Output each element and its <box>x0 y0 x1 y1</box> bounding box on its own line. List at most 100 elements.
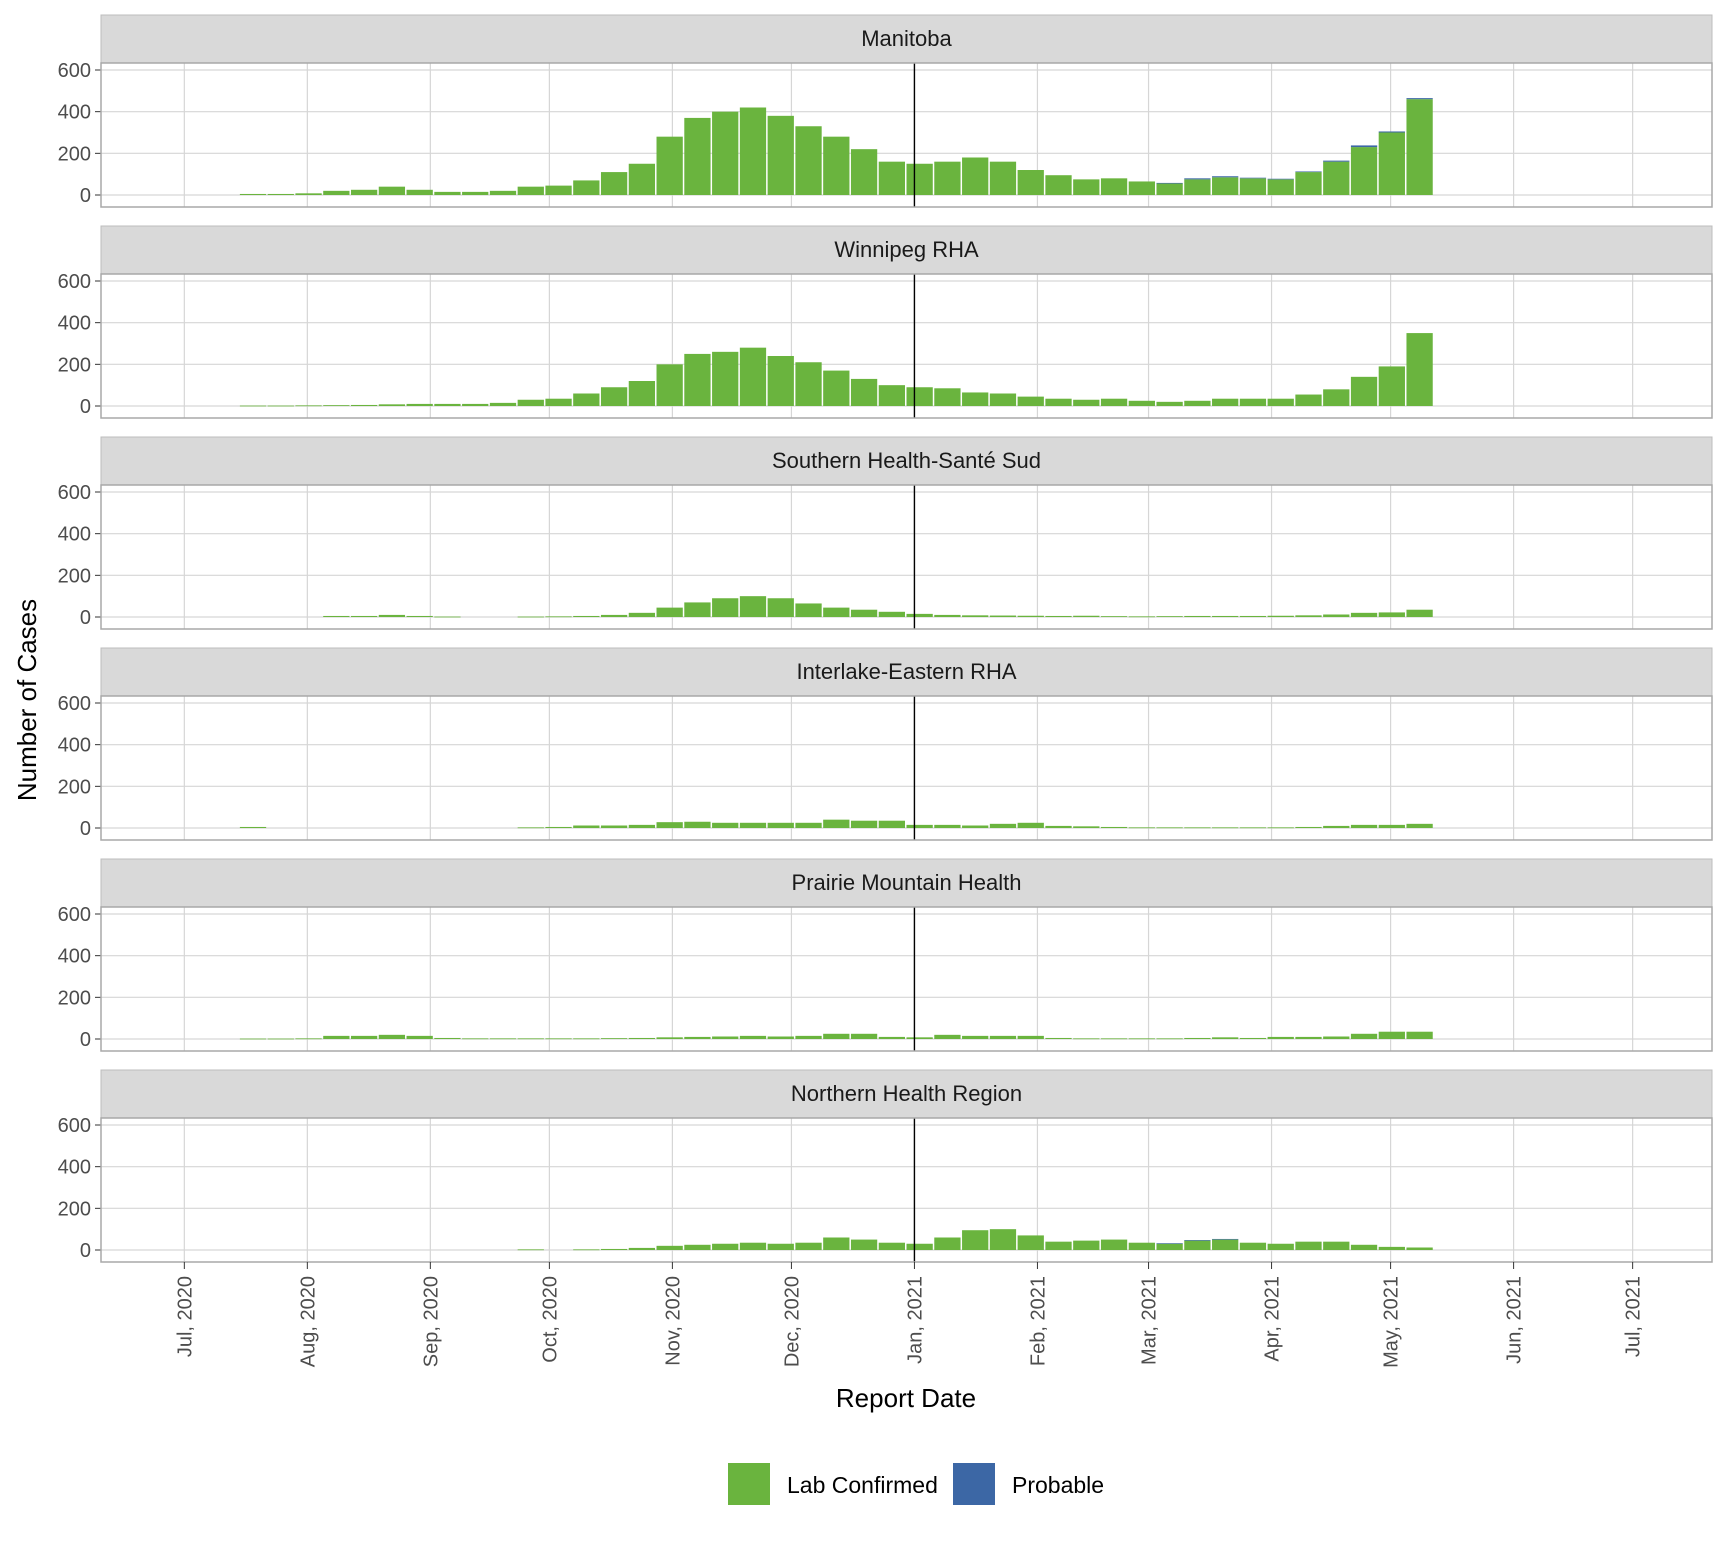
bar-lab-confirmed <box>823 819 850 828</box>
bar-lab-confirmed <box>1128 1242 1155 1250</box>
bar-lab-confirmed <box>600 387 628 406</box>
bar-lab-confirmed <box>878 385 905 406</box>
bar-lab-confirmed <box>1267 1243 1294 1250</box>
bar-lab-confirmed <box>1184 1240 1211 1250</box>
y-tick-label: 600 <box>58 60 91 82</box>
bar-lab-confirmed <box>350 189 378 195</box>
bar-lab-confirmed <box>350 404 378 406</box>
bar-lab-confirmed <box>1295 394 1322 406</box>
y-tick-label: 200 <box>58 1198 91 1220</box>
bar-lab-confirmed <box>1378 132 1405 195</box>
bar-lab-confirmed <box>906 163 933 195</box>
y-tick-label: 200 <box>58 776 91 798</box>
bar-probable <box>1267 178 1294 180</box>
bar-lab-confirmed <box>656 1037 683 1039</box>
bar-lab-confirmed <box>712 598 739 617</box>
bar-lab-confirmed <box>323 1035 350 1039</box>
bar-lab-confirmed <box>545 616 572 618</box>
bar-lab-confirmed <box>1017 615 1044 617</box>
bar-lab-confirmed <box>1378 1246 1405 1250</box>
y-tick-label: 0 <box>80 185 91 207</box>
y-tick-label: 600 <box>58 1115 91 1137</box>
bar-lab-confirmed <box>1073 615 1100 617</box>
bar-lab-confirmed <box>573 393 600 406</box>
bar-lab-confirmed <box>1295 826 1322 828</box>
bar-lab-confirmed <box>739 1242 767 1250</box>
bar-lab-confirmed <box>406 189 433 195</box>
y-tick-label: 600 <box>58 482 91 504</box>
legend-label-lab-confirmed: Lab Confirmed <box>787 1472 938 1498</box>
bar-lab-confirmed <box>1239 827 1267 829</box>
bar-lab-confirmed <box>767 115 794 195</box>
x-tick-label: Jun, 2021 <box>1504 1276 1526 1364</box>
bar-lab-confirmed <box>1267 179 1294 195</box>
bar-lab-confirmed <box>823 607 850 617</box>
bar-probable <box>1184 178 1211 180</box>
bar-lab-confirmed <box>1184 1037 1211 1039</box>
facet-strip-title: Manitoba <box>861 26 952 51</box>
bar-lab-confirmed <box>684 1244 711 1250</box>
bar-lab-confirmed <box>1323 389 1350 406</box>
y-tick-label: 400 <box>58 946 91 968</box>
bar-lab-confirmed <box>573 615 600 617</box>
bar-lab-confirmed <box>712 351 739 406</box>
bar-lab-confirmed <box>406 403 433 406</box>
bar-lab-confirmed <box>1017 1035 1044 1039</box>
bar-lab-confirmed <box>1323 1241 1350 1250</box>
facet-panel <box>101 907 1712 1051</box>
bar-lab-confirmed <box>739 596 767 617</box>
bar-lab-confirmed <box>1267 398 1294 406</box>
bar-lab-confirmed <box>934 614 961 617</box>
bar-lab-confirmed <box>573 1249 600 1251</box>
bar-lab-confirmed <box>684 353 711 406</box>
x-tick-label: Feb, 2021 <box>1027 1276 1049 1366</box>
bar-lab-confirmed <box>489 1038 517 1040</box>
bar-lab-confirmed <box>1239 1242 1267 1250</box>
facet-panel-border <box>100 906 1713 1052</box>
bar-lab-confirmed <box>1045 825 1072 828</box>
bar-lab-confirmed <box>378 186 406 195</box>
bar-lab-confirmed <box>1323 161 1350 195</box>
bar-lab-confirmed <box>1017 1235 1044 1250</box>
facet-manitoba: Manitoba 0 200 400 600 <box>58 14 1713 208</box>
facet-northern-health-region: Northern Health Region 0 200 400 600 <box>58 1069 1713 1263</box>
bar-probable <box>1239 177 1267 179</box>
bar-lab-confirmed <box>545 826 572 828</box>
bar-lab-confirmed <box>628 1247 656 1250</box>
y-tick-label: 0 <box>80 607 91 629</box>
bar-probable <box>1212 1238 1239 1240</box>
x-tick-label: Dec, 2020 <box>781 1276 803 1367</box>
bar-lab-confirmed <box>1295 172 1322 195</box>
bar-lab-confirmed <box>1128 1038 1155 1040</box>
bar-lab-confirmed <box>1212 398 1239 406</box>
facet-panel-border <box>100 62 1713 208</box>
bar-lab-confirmed <box>1406 823 1433 828</box>
bar-lab-confirmed <box>1045 1037 1072 1039</box>
bar-lab-confirmed <box>239 193 267 195</box>
bar-lab-confirmed <box>1073 399 1100 406</box>
bar-lab-confirmed <box>656 136 683 195</box>
bar-lab-confirmed <box>656 822 683 828</box>
facets-layer: Manitoba 0 200 400 600 Winnipeg RHA 0 200 400 600… <box>58 14 1713 1263</box>
bar-lab-confirmed <box>1100 1239 1128 1250</box>
facet-panel <box>101 485 1712 629</box>
bar-lab-confirmed <box>767 598 794 617</box>
bar-lab-confirmed <box>600 172 628 195</box>
bar-lab-confirmed <box>1350 376 1378 406</box>
bar-lab-confirmed <box>934 161 961 195</box>
bar-lab-confirmed <box>989 1035 1017 1039</box>
bars <box>323 596 1433 618</box>
bar-lab-confirmed <box>795 1242 822 1250</box>
bar-lab-confirmed <box>1045 398 1072 406</box>
bar-probable <box>1350 145 1378 148</box>
facet-strip <box>100 1069 1713 1119</box>
x-tick-label: Sep, 2020 <box>420 1276 442 1367</box>
bar-lab-confirmed <box>378 404 406 406</box>
bar-lab-confirmed <box>878 1036 905 1039</box>
bar-lab-confirmed <box>1406 1247 1433 1250</box>
bar-lab-confirmed <box>1295 1241 1322 1250</box>
bar-lab-confirmed <box>739 107 767 195</box>
bar-probable <box>1156 1243 1183 1244</box>
bar-probable <box>1378 131 1405 133</box>
bar-lab-confirmed <box>934 1237 961 1250</box>
